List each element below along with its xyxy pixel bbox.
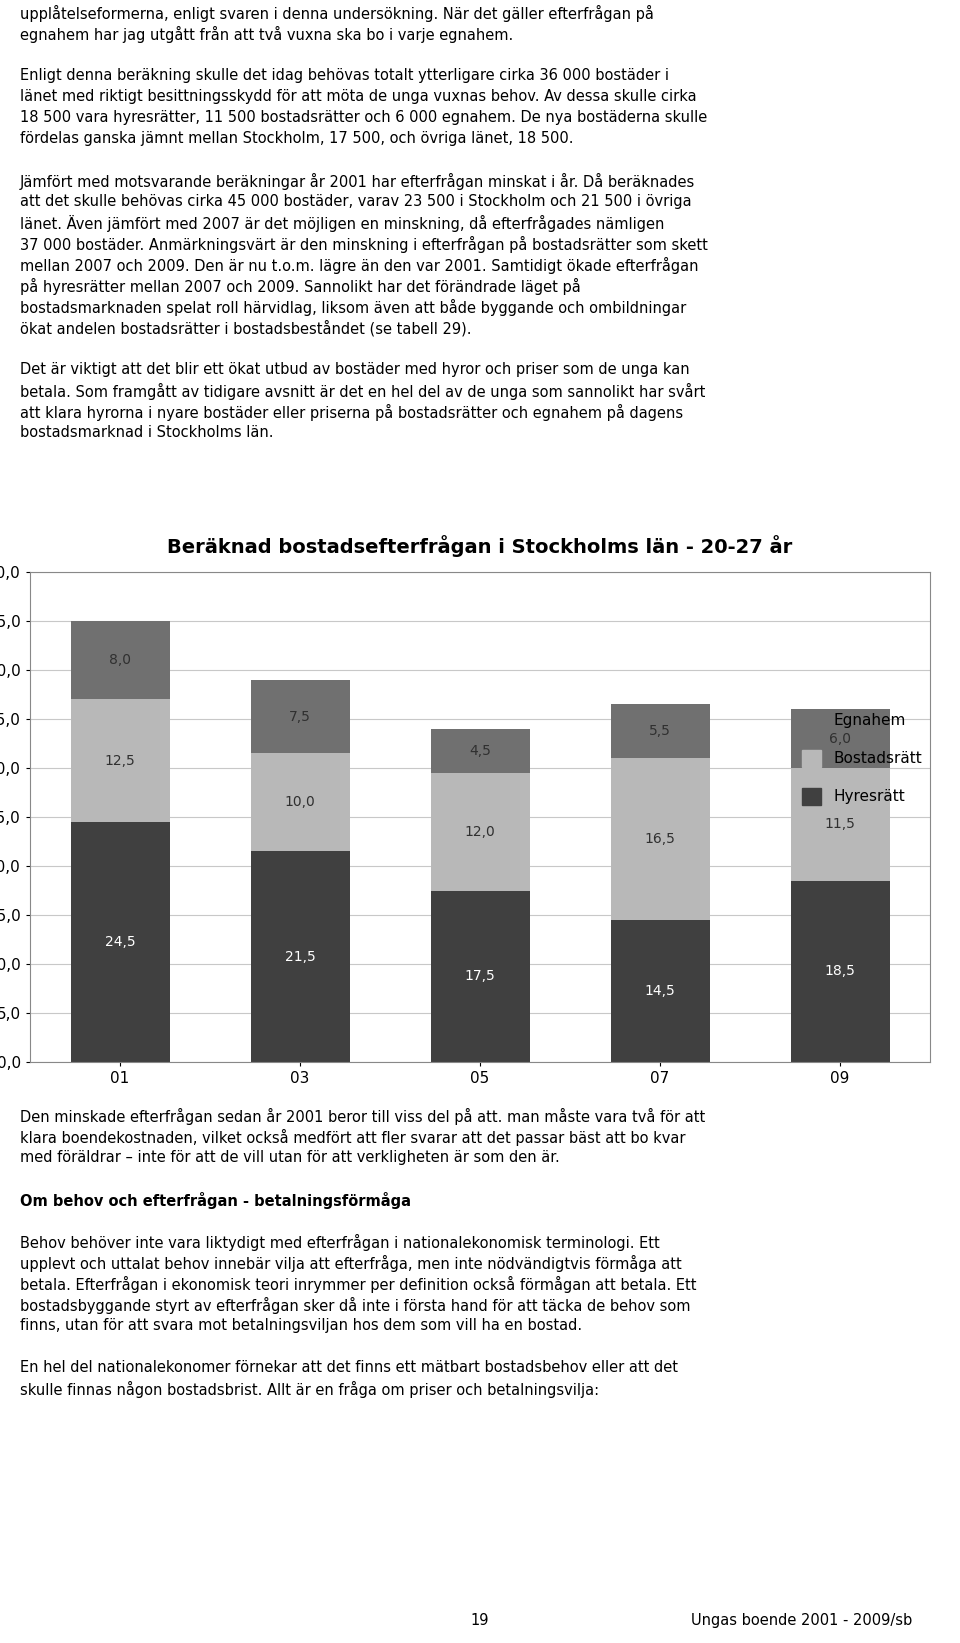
Text: 19: 19 [470, 1613, 490, 1628]
Text: Ungas boende 2001 - 2009/sb: Ungas boende 2001 - 2009/sb [691, 1613, 912, 1628]
Bar [790, 710, 890, 767]
Text: på hyresrätter mellan 2007 och 2009. Sannolikt har det förändrade läget på: på hyresrätter mellan 2007 och 2009. San… [20, 278, 581, 296]
Text: länet. Även jämfört med 2007 är det möjligen en minskning, då efterfrågades näml: länet. Även jämfört med 2007 är det möjl… [20, 215, 664, 232]
Bar [611, 705, 709, 757]
Text: ökat andelen bostadsrätter i bostadsbeståndet (se tabell 29).: ökat andelen bostadsrätter i bostadsbest… [20, 320, 471, 337]
Text: betala. Som framgått av tidigare avsnitt är det en hel del av de unga som sannol: betala. Som framgått av tidigare avsnitt… [20, 383, 706, 399]
Bar [430, 772, 530, 891]
Text: egnahem har jag utgått från att två vuxna ska bo i varje egnahem.: egnahem har jag utgått från att två vuxn… [20, 26, 514, 43]
Bar [70, 621, 170, 700]
Bar [430, 729, 530, 772]
Text: klara boendekostnaden, vilket också medfört att fler svarar att det passar bäst : klara boendekostnaden, vilket också medf… [20, 1129, 685, 1147]
Text: 18,5: 18,5 [825, 964, 855, 978]
Text: 6,0: 6,0 [829, 731, 851, 746]
Text: upplevt och uttalat behov innebär vilja att efterfråga, men inte nödvändigtvis f: upplevt och uttalat behov innebär vilja … [20, 1255, 682, 1272]
Text: 10,0: 10,0 [284, 795, 316, 810]
Text: betala. Efterfrågan i ekonomisk teori inrymmer per definition också förmågan att: betala. Efterfrågan i ekonomisk teori in… [20, 1277, 697, 1293]
Text: 7,5: 7,5 [289, 710, 311, 723]
Text: Det är viktigt att det blir ett ökat utbud av bostäder med hyror och priser som : Det är viktigt att det blir ett ökat utb… [20, 361, 689, 376]
Bar [70, 700, 170, 822]
Text: upplåtelseformerna, enligt svaren i denna undersökning. När det gäller efterfråg: upplåtelseformerna, enligt svaren i denn… [20, 5, 654, 21]
Text: skulle finnas någon bostadsbrist. Allt är en fråga om priser och betalningsvilja: skulle finnas någon bostadsbrist. Allt ä… [20, 1382, 599, 1398]
Bar [70, 822, 170, 1061]
Text: En hel del nationalekonomer förnekar att det finns ett mätbart bostadsbehov elle: En hel del nationalekonomer förnekar att… [20, 1360, 678, 1375]
Text: bostadsmarknad i Stockholms län.: bostadsmarknad i Stockholms län. [20, 426, 274, 440]
Text: 16,5: 16,5 [644, 831, 676, 846]
Title: Beräknad bostadsefterfrågan i Stockholms län - 20-27 år: Beräknad bostadsefterfrågan i Stockholms… [167, 534, 793, 557]
Text: 12,0: 12,0 [465, 825, 495, 838]
Bar [790, 767, 890, 881]
Bar [430, 891, 530, 1061]
Text: att klara hyrorna i nyare bostäder eller priserna på bostadsrätter och egnahem p: att klara hyrorna i nyare bostäder eller… [20, 404, 684, 421]
Text: 14,5: 14,5 [644, 984, 676, 997]
Bar [790, 881, 890, 1061]
Text: 17,5: 17,5 [465, 969, 495, 983]
Text: 24,5: 24,5 [105, 935, 135, 950]
Text: 18 500 vara hyresrätter, 11 500 bostadsrätter och 6 000 egnahem. De nya bostäder: 18 500 vara hyresrätter, 11 500 bostadsr… [20, 110, 708, 125]
Text: 11,5: 11,5 [825, 817, 855, 831]
Text: 21,5: 21,5 [284, 950, 316, 964]
Text: fördelas ganska jämnt mellan Stockholm, 17 500, och övriga länet, 18 500.: fördelas ganska jämnt mellan Stockholm, … [20, 131, 573, 146]
Text: mellan 2007 och 2009. Den är nu t.o.m. lägre än den var 2001. Samtidigt ökade ef: mellan 2007 och 2009. Den är nu t.o.m. l… [20, 256, 699, 274]
Text: bostadsbyggande styrt av efterfrågan sker då inte i första hand för att täcka de: bostadsbyggande styrt av efterfrågan ske… [20, 1296, 690, 1314]
Text: finns, utan för att svara mot betalningsviljan hos dem som vill ha en bostad.: finns, utan för att svara mot betalnings… [20, 1318, 582, 1332]
Text: länet med riktigt besittningsskydd för att möta de unga vuxnas behov. Av dessa s: länet med riktigt besittningsskydd för a… [20, 89, 697, 104]
Bar [251, 851, 349, 1061]
Bar [611, 920, 709, 1061]
Text: Enligt denna beräkning skulle det idag behövas totalt ytterligare cirka 36 000 b: Enligt denna beräkning skulle det idag b… [20, 67, 669, 84]
Text: att det skulle behövas cirka 45 000 bostäder, varav 23 500 i Stockholm och 21 50: att det skulle behövas cirka 45 000 bost… [20, 194, 691, 209]
Legend: Egnahem, Bostadsrätt, Hyresrätt: Egnahem, Bostadsrätt, Hyresrätt [802, 711, 923, 805]
Text: bostadsmarknaden spelat roll härvidlag, liksom även att både byggande och ombild: bostadsmarknaden spelat roll härvidlag, … [20, 299, 686, 315]
Bar [251, 752, 349, 851]
Text: Jämfört med motsvarande beräkningar år 2001 har efterfrågan minskat i år. Då ber: Jämfört med motsvarande beräkningar år 2… [20, 173, 695, 191]
Text: 4,5: 4,5 [469, 744, 491, 757]
Text: Behov behöver inte vara liktydigt med efterfrågan i nationalekonomisk terminolog: Behov behöver inte vara liktydigt med ef… [20, 1234, 660, 1250]
Text: 37 000 bostäder. Anmärkningsvärt är den minskning i efterfrågan på bostadsrätter: 37 000 bostäder. Anmärkningsvärt är den … [20, 237, 708, 253]
Text: Om behov och efterfrågan - betalningsförmåga: Om behov och efterfrågan - betalningsför… [20, 1193, 411, 1209]
Text: Den minskade efterfrågan sedan år 2001 beror till viss del på att. man måste var: Den minskade efterfrågan sedan år 2001 b… [20, 1107, 706, 1125]
Text: 5,5: 5,5 [649, 725, 671, 738]
Bar [251, 680, 349, 752]
Text: 8,0: 8,0 [109, 654, 131, 667]
Bar [611, 757, 709, 920]
Text: med föräldrar – inte för att de vill utan för att verkligheten är som den är.: med föräldrar – inte för att de vill uta… [20, 1150, 560, 1165]
Text: 12,5: 12,5 [105, 754, 135, 767]
